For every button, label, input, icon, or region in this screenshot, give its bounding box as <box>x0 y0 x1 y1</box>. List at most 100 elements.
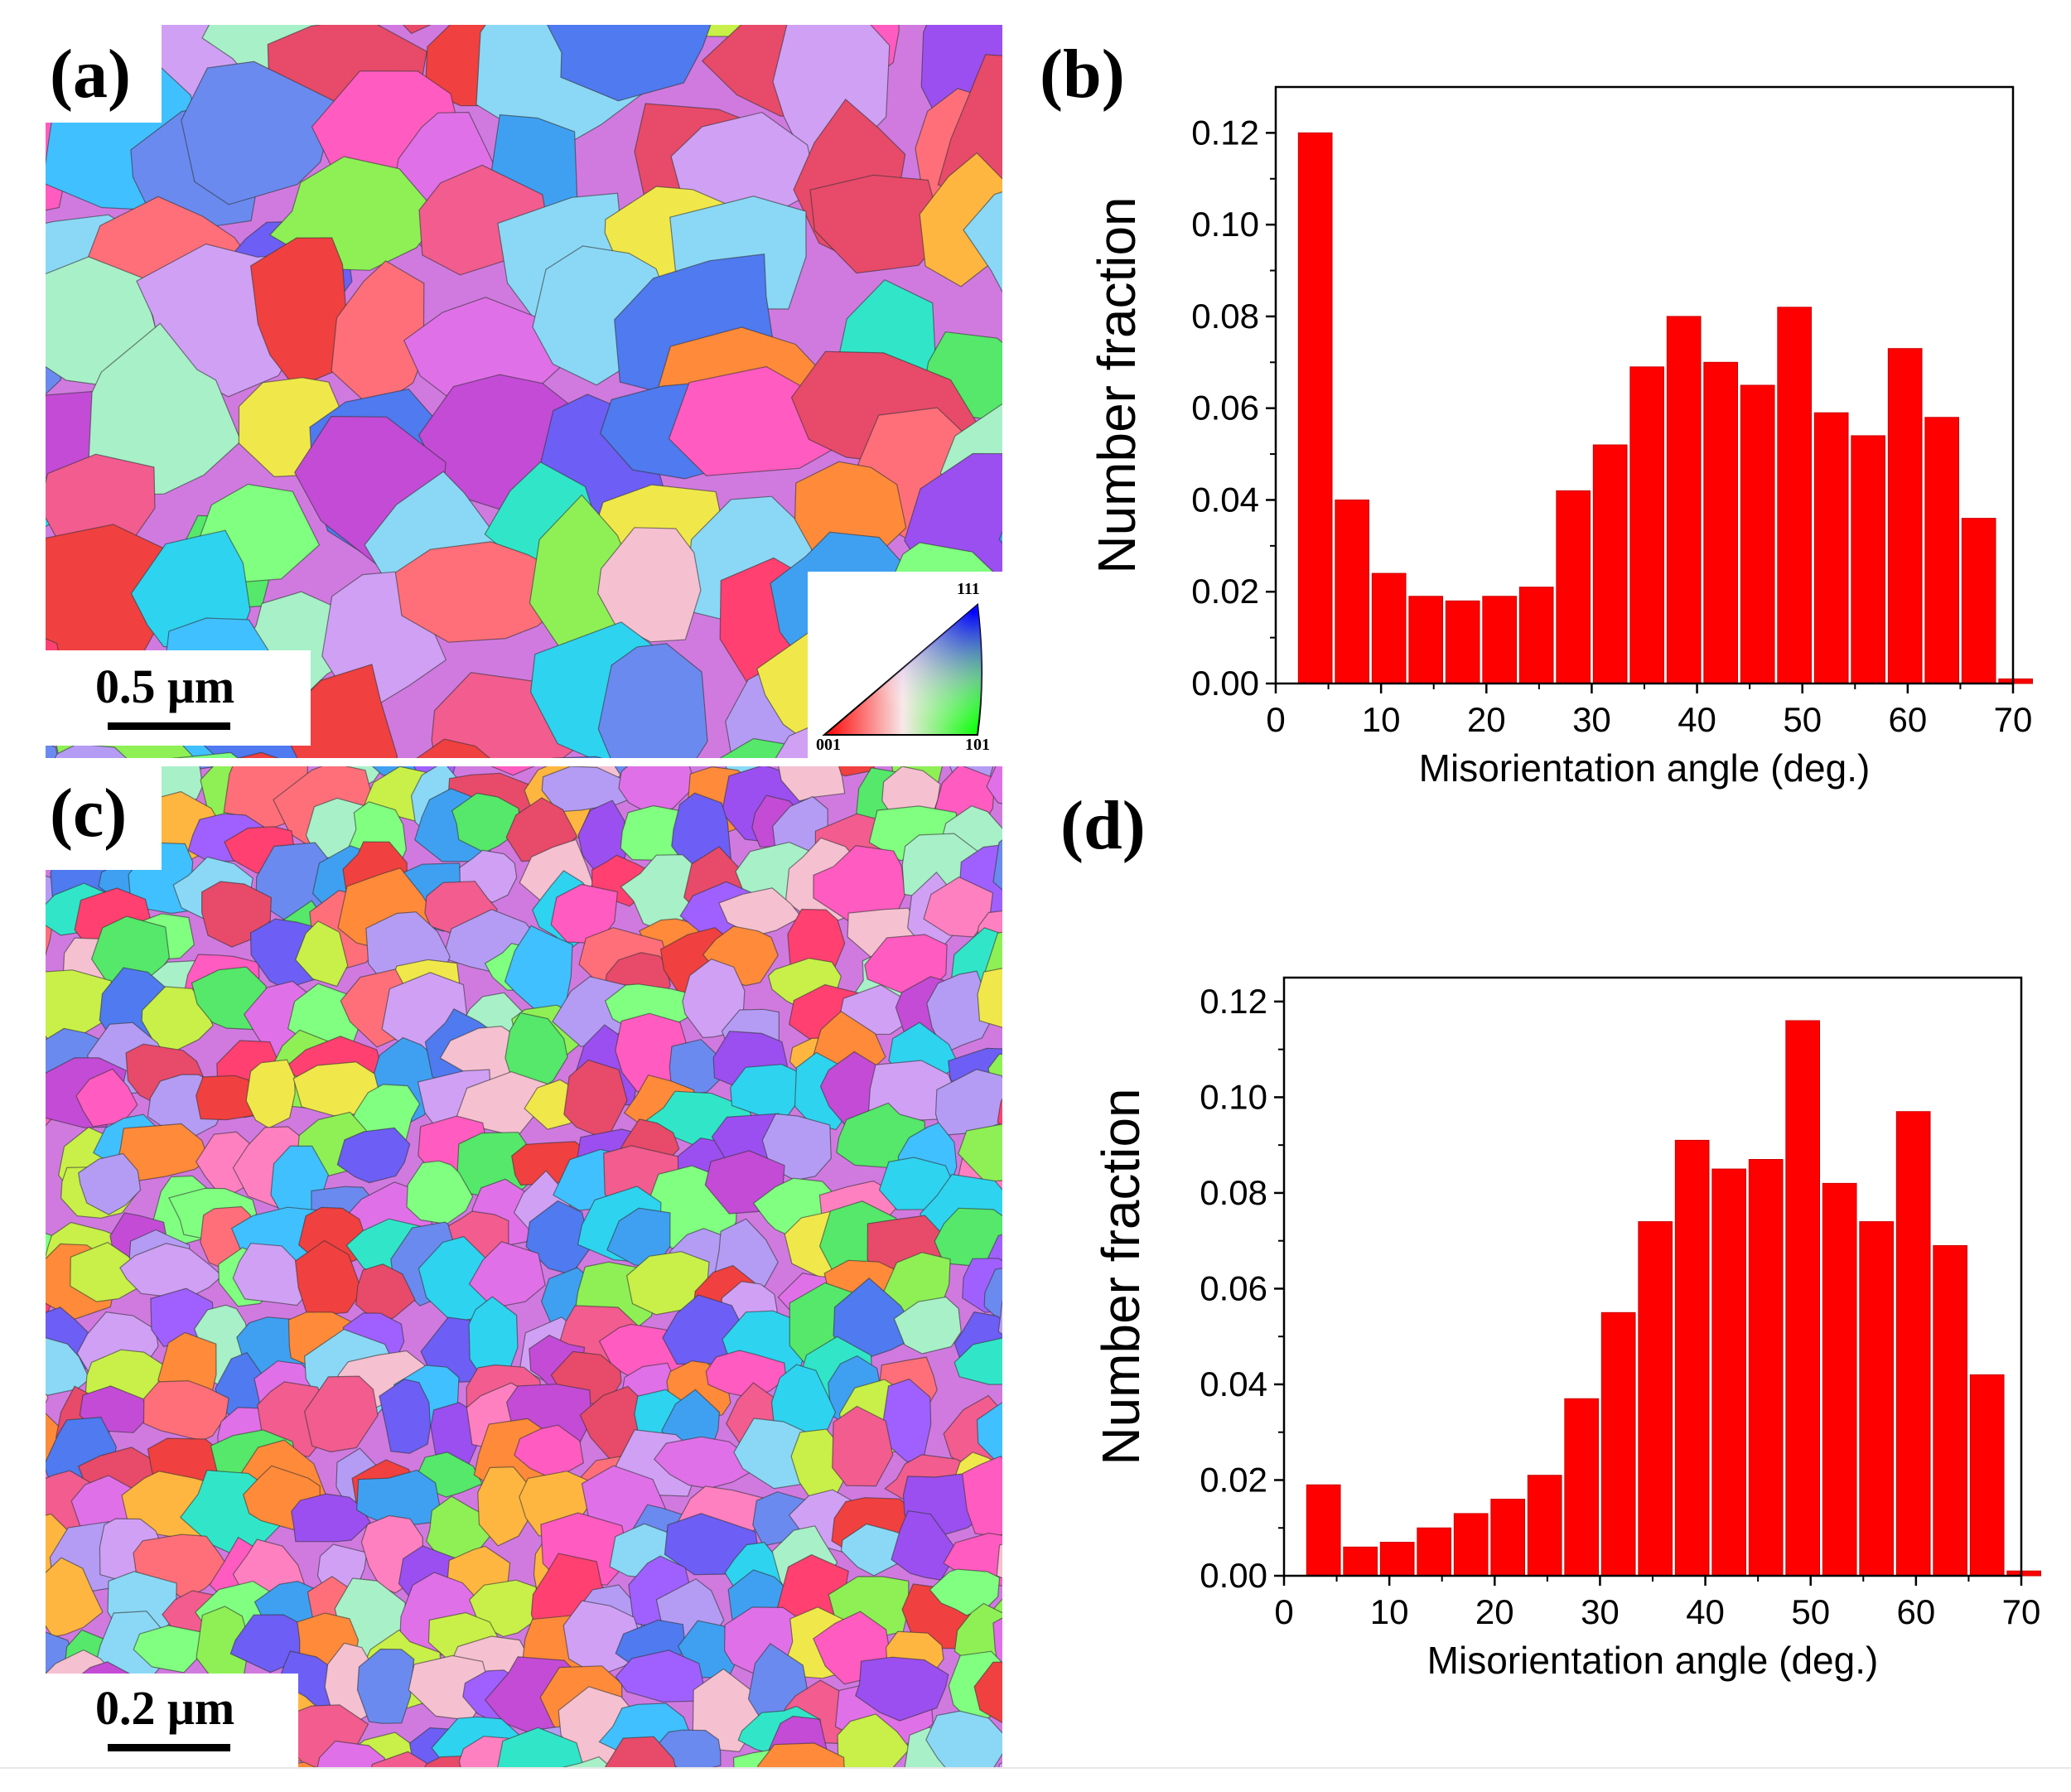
panel-label-a: (a) <box>50 36 131 113</box>
y-tick-label: 0.00 <box>1191 664 1259 703</box>
ebsd-grain <box>961 1455 1002 1538</box>
y-tick-label: 0.12 <box>1200 982 1267 1021</box>
ebsd-grain <box>402 25 432 35</box>
histogram-bar <box>1703 361 1739 684</box>
ebsd-grain <box>46 1557 104 1638</box>
ebsd-grain <box>316 1740 387 1767</box>
ebsd-grain <box>963 191 1002 293</box>
ebsd-grain <box>992 839 1002 891</box>
x-tick-label: 20 <box>1475 1592 1514 1631</box>
ebsd-grain <box>855 1656 949 1722</box>
ebsd-grain <box>87 322 242 496</box>
x-axis-title: Misorientation angle (deg.) <box>1427 1639 1879 1682</box>
x-tick-label: 70 <box>1994 700 2033 739</box>
ebsd-grain <box>757 1742 845 1767</box>
histogram-bar <box>1961 518 1996 684</box>
histogram-bar <box>1859 1221 1895 1577</box>
ebsd-grain <box>926 970 994 1054</box>
histogram-bar <box>1740 384 1775 684</box>
ebsd-grain <box>562 1756 612 1767</box>
ebsd-grain <box>379 1378 432 1454</box>
y-tick-label: 0.08 <box>1191 297 1259 336</box>
ebsd-grain <box>998 1761 1002 1767</box>
scalebar-box-c <box>46 1674 298 1767</box>
scalebar-line-c <box>108 1744 230 1751</box>
ebsd-map-c <box>46 766 1002 1767</box>
ebsd-grain <box>983 1268 1002 1322</box>
scalebar-line-a <box>108 722 230 730</box>
ebsd-grain <box>986 766 1002 804</box>
histogram-bar <box>1998 678 2034 684</box>
ipf-triangle-legend <box>822 603 982 736</box>
panel-label-d: (d) <box>1060 787 1146 864</box>
histogram-bar <box>1638 1221 1673 1577</box>
x-tick-label: 70 <box>2002 1592 2041 1631</box>
ebsd-grain <box>597 643 708 758</box>
ebsd-grain <box>245 1059 296 1129</box>
y-tick-label: 0.06 <box>1191 389 1259 427</box>
ebsd-grain <box>497 1727 585 1767</box>
histogram-bar <box>1711 1168 1747 1577</box>
scalebar-label-a: 0.5 μm <box>95 659 235 713</box>
y-tick-label: 0.02 <box>1200 1460 1267 1499</box>
x-axis-title: Misorientation angle (deg.) <box>1419 746 1871 790</box>
histogram-bar <box>1674 1139 1710 1577</box>
panel-label-box-c <box>46 766 162 870</box>
ebsd-grain <box>303 1375 379 1453</box>
x-tick-label: 0 <box>1266 700 1285 739</box>
y-tick-label: 0.12 <box>1191 113 1259 152</box>
ipf-label-001: 001 <box>816 736 841 754</box>
y-tick-label: 0.04 <box>1191 480 1259 519</box>
histogram-bar <box>1482 596 1518 684</box>
x-tick-label: 30 <box>1581 1592 1620 1631</box>
y-tick-label: 0.10 <box>1200 1077 1267 1116</box>
x-tick-label: 40 <box>1678 700 1716 739</box>
ebsd-grain <box>997 1300 1002 1336</box>
ebsd-grain <box>615 1650 706 1703</box>
ebsd-grain <box>116 1123 210 1182</box>
x-tick-label: 60 <box>1896 1592 1935 1631</box>
y-tick-label: 0.08 <box>1200 1173 1267 1212</box>
ebsd-grain <box>451 792 521 853</box>
ebsd-grain <box>236 751 279 758</box>
histogram-bar <box>1527 1475 1562 1577</box>
ebsd-grain <box>958 1123 1002 1183</box>
ebsd-grain <box>553 756 603 758</box>
histogram-bar <box>1851 435 1886 684</box>
ebsd-grain <box>996 1543 1002 1579</box>
ebsd-grain <box>837 1713 911 1767</box>
ebsd-grain <box>78 1152 142 1215</box>
histogram-bar <box>1417 1527 1452 1577</box>
histogram-bar <box>2006 1570 2042 1577</box>
ebsd-grain <box>336 1127 411 1184</box>
ipf-label-101: 101 <box>965 736 990 754</box>
x-tick-label: 10 <box>1370 1592 1409 1631</box>
ebsd-grain <box>46 1337 90 1396</box>
ebsd-grain <box>997 1098 1002 1128</box>
ebsd-grain <box>477 1466 532 1547</box>
ebsd-grain <box>992 1617 1002 1671</box>
ebsd-grain <box>295 920 349 988</box>
ebsd-grain <box>54 743 128 758</box>
histogram-bar <box>1924 417 1960 684</box>
histogram-bar <box>1556 490 1591 684</box>
y-tick-label: 0.00 <box>1200 1556 1267 1595</box>
ebsd-grain <box>973 1661 1002 1724</box>
ebsd-grain <box>232 1243 313 1307</box>
ipf-label-111: 111 <box>957 580 980 598</box>
ebsd-grain <box>976 1401 1002 1468</box>
histogram-bar <box>1297 132 1333 684</box>
x-tick-label: 50 <box>1783 700 1822 739</box>
ebsd-grain <box>356 1648 415 1724</box>
ebsd-grain <box>249 237 350 389</box>
ebsd-grain <box>70 1241 147 1302</box>
ebsd-grain <box>416 738 490 758</box>
x-tick-label: 10 <box>1362 700 1401 739</box>
ebsd-grain <box>923 876 994 938</box>
ebsd-grain <box>893 1296 962 1355</box>
ebsd-grain <box>833 1278 920 1365</box>
y-tick-label: 0.04 <box>1200 1365 1267 1403</box>
ebsd-grain <box>998 530 1002 544</box>
histogram-bar <box>1969 1374 2005 1577</box>
ebsd-grain <box>809 174 944 274</box>
